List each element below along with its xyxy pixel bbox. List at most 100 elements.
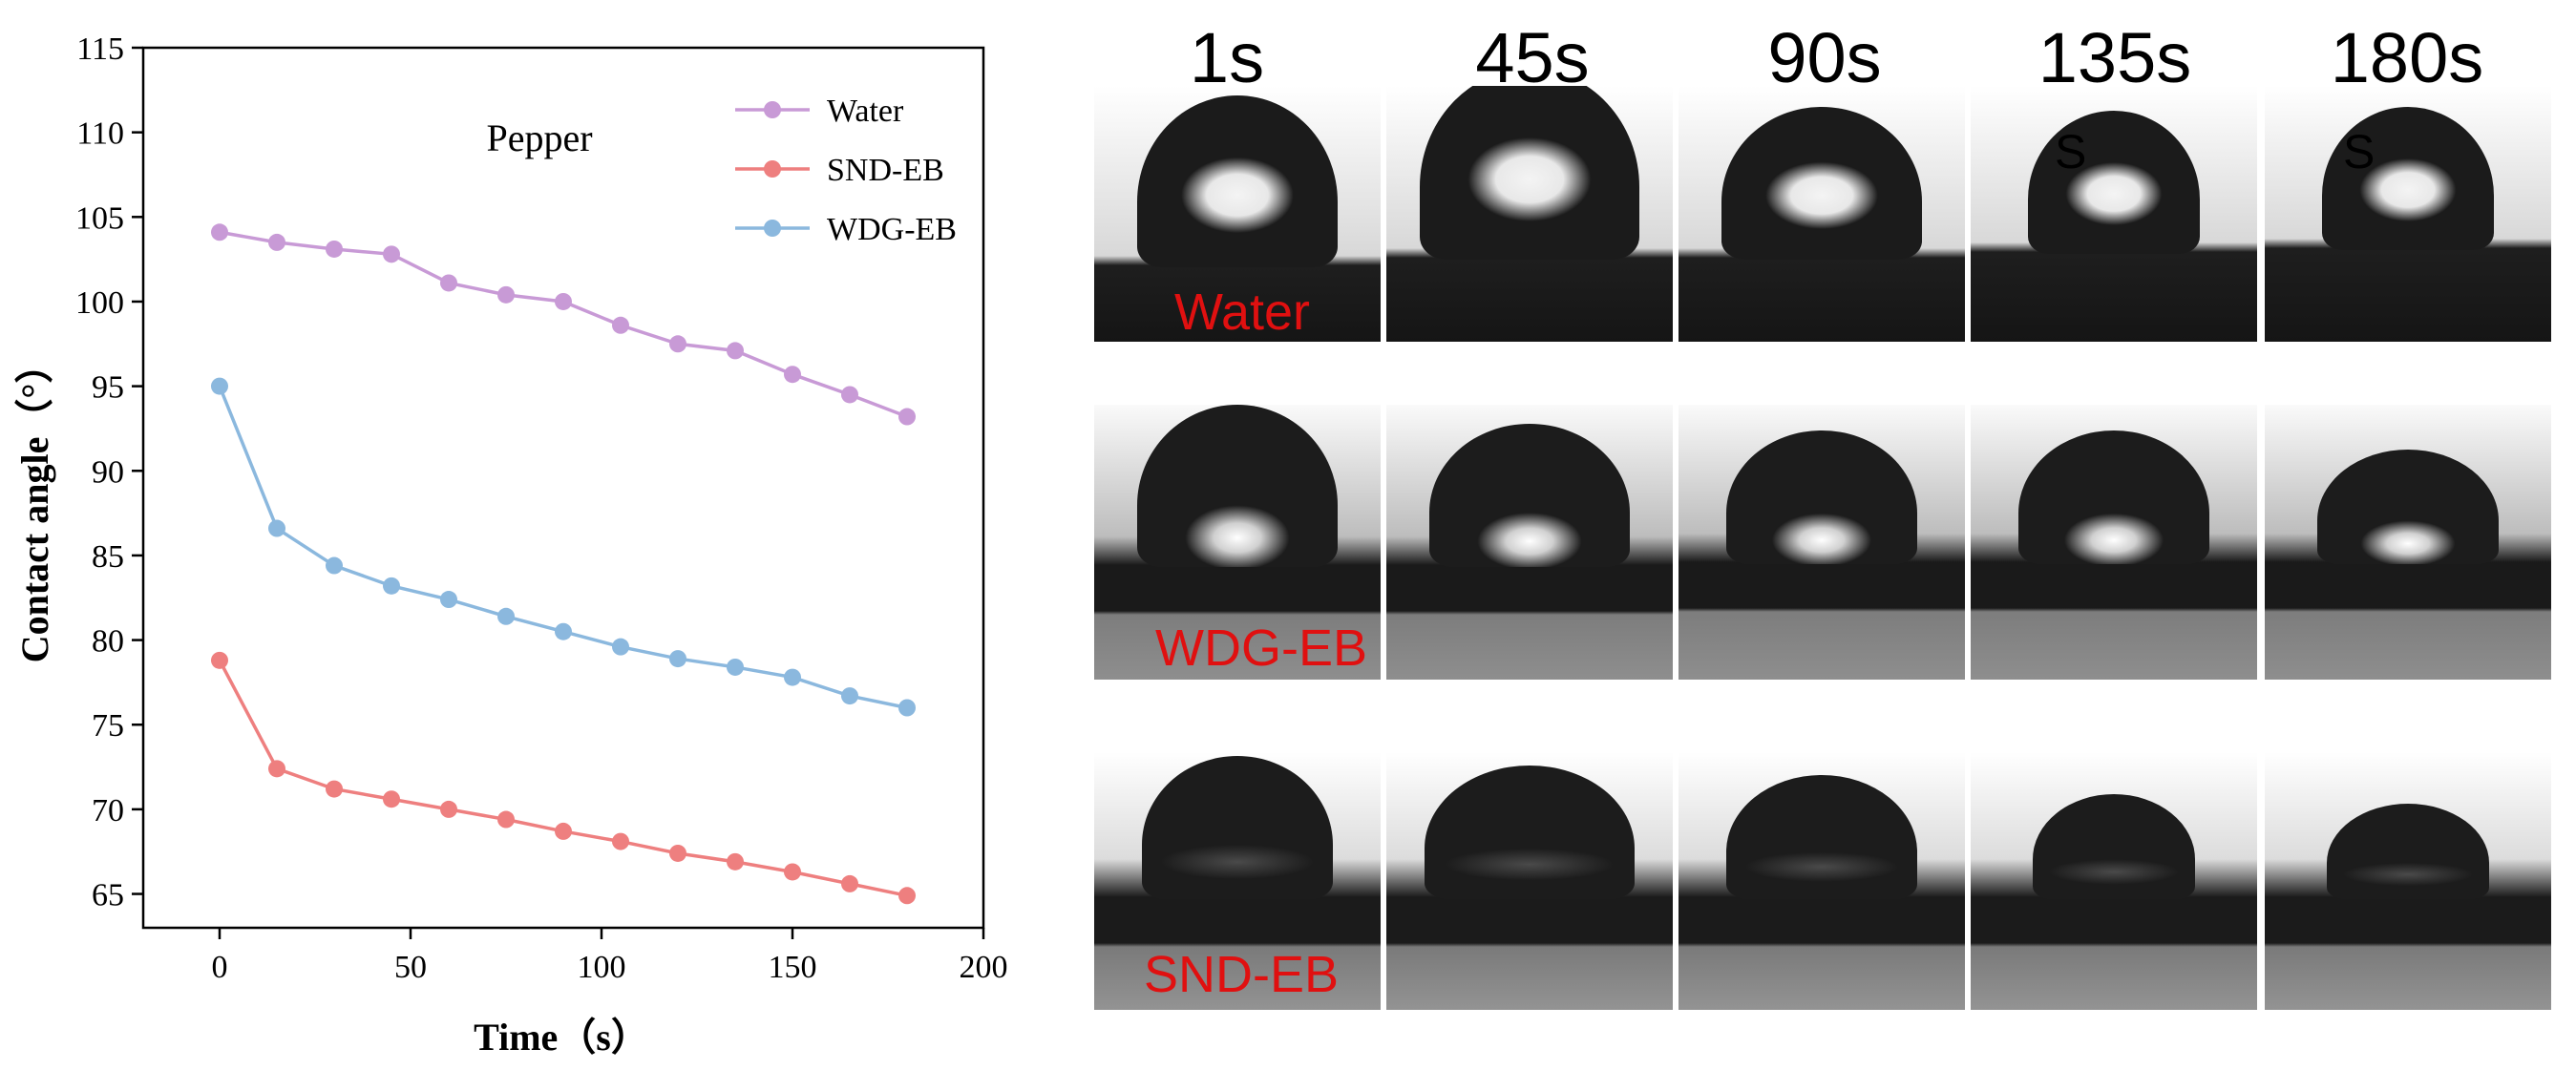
x-tick-label: 200	[960, 950, 1008, 985]
droplet-photo-wdg-eb-1	[1386, 405, 1673, 680]
y-tick-label: 115	[76, 31, 124, 67]
plot-frame	[141, 46, 985, 930]
droplet-photo-water-1	[1386, 86, 1673, 342]
y-axis-label: Contact angle（°）	[13, 346, 56, 663]
data-point-wdg-eb	[326, 556, 343, 575]
x-tick-label: 100	[578, 950, 626, 985]
droplet-photo-water-3	[1971, 86, 2257, 342]
data-point-snd-eb	[784, 863, 801, 881]
data-point-snd-eb	[898, 887, 916, 905]
data-point-snd-eb	[326, 780, 343, 798]
data-point-snd-eb	[555, 822, 572, 840]
legend-label-wdg-eb: WDG-EB	[827, 212, 957, 247]
data-point-water	[268, 233, 285, 251]
droplet-snd-eb	[1726, 775, 1917, 899]
y-tick-label: 105	[75, 200, 124, 236]
stray-mark-180s: S	[2343, 125, 2375, 178]
droplet-water	[2322, 107, 2494, 250]
data-point-snd-eb	[383, 790, 400, 808]
data-point-snd-eb	[440, 800, 457, 818]
data-point-wdg-eb	[555, 622, 572, 640]
y-tick-label: 85	[92, 539, 124, 575]
droplet-photo-grid: 1s 45s 90s 135s 180s Water WDG-EB SND-EB…	[1088, 0, 2576, 1070]
data-point-wdg-eb	[612, 638, 629, 656]
stray-mark-135s: S	[2055, 125, 2087, 178]
data-point-water	[211, 223, 228, 241]
droplet-photo-snd-eb-3	[1971, 752, 2257, 1010]
data-point-wdg-eb	[211, 377, 228, 395]
droplet-water	[1420, 86, 1639, 260]
data-point-wdg-eb	[841, 687, 858, 705]
y-tick-label: 95	[92, 370, 124, 406]
x-tick-label: 0	[212, 950, 228, 985]
droplet-water	[2028, 111, 2200, 254]
droplet-snd-eb	[1142, 756, 1333, 899]
data-point-wdg-eb	[497, 607, 515, 625]
data-point-wdg-eb	[727, 658, 744, 676]
data-point-water	[612, 316, 629, 334]
droplet-photo-wdg-eb-4	[2265, 405, 2551, 680]
droplet-wdg-eb	[2018, 430, 2209, 564]
droplet-photo-wdg-eb-3	[1971, 405, 2257, 680]
data-point-water	[497, 285, 515, 304]
data-point-water	[326, 240, 343, 258]
time-label-45s: 45s	[1475, 18, 1590, 97]
time-label-180s: 180s	[2330, 18, 2484, 97]
droplet-photo-wdg-eb-0	[1094, 405, 1381, 680]
droplet-photo-water-4	[2265, 86, 2551, 342]
chart-annotation: Pepper	[486, 116, 592, 159]
time-label-135s: 135s	[2038, 18, 2192, 97]
droplet-photo-water-0	[1094, 86, 1381, 342]
legend-marker-water	[764, 101, 781, 118]
data-point-water	[669, 335, 686, 353]
droplet-photo-snd-eb-1	[1386, 752, 1673, 1010]
y-tick-label: 80	[92, 624, 124, 660]
data-point-water	[383, 245, 400, 263]
droplet-photo-snd-eb-0	[1094, 752, 1381, 1010]
x-axis-label: Time（s）	[474, 1016, 649, 1059]
y-tick-label: 100	[75, 285, 124, 321]
row-label-wdg-eb: WDG-EB	[1155, 619, 1367, 677]
legend-label-snd-eb: SND-EB	[827, 153, 944, 188]
data-point-water	[555, 292, 572, 310]
time-label-1s: 1s	[1189, 18, 1265, 97]
data-point-water	[898, 408, 916, 426]
legend-marker-snd-eb	[764, 160, 781, 178]
droplet-water	[1721, 107, 1922, 260]
data-point-wdg-eb	[268, 519, 285, 537]
legend-marker-wdg-eb	[764, 220, 781, 237]
data-point-wdg-eb	[383, 577, 400, 595]
droplet-photo-snd-eb-2	[1679, 752, 1965, 1010]
droplet-photo-snd-eb-4	[2265, 752, 2551, 1010]
data-point-snd-eb	[497, 810, 515, 829]
data-point-water	[727, 342, 744, 360]
droplet-photo-wdg-eb-2	[1679, 405, 1965, 680]
droplet-wdg-eb	[1429, 424, 1630, 567]
row-label-snd-eb: SND-EB	[1144, 946, 1340, 1003]
data-point-snd-eb	[268, 760, 285, 778]
series-line-wdg-eb	[218, 385, 908, 710]
legend-label-water: Water	[827, 94, 904, 129]
y-tick-label: 70	[92, 793, 124, 829]
contact-angle-chart: 0 50 100 150 200 65 70 75 80 85 90 95 100 105 110 115 P…	[13, 31, 1008, 1059]
data-point-wdg-eb	[784, 668, 801, 686]
data-point-snd-eb	[612, 832, 629, 850]
series-line-water	[219, 230, 908, 419]
droplet-water	[1137, 95, 1338, 267]
y-tick-label: 110	[76, 116, 124, 152]
droplet-wdg-eb	[1726, 430, 1917, 564]
chart-legend: Water SND-EB WDG-EB	[735, 94, 957, 247]
data-point-water	[440, 274, 457, 292]
droplet-snd-eb	[1425, 766, 1635, 899]
time-label-90s: 90s	[1767, 18, 1882, 97]
data-point-snd-eb	[727, 852, 744, 871]
data-point-snd-eb	[211, 651, 228, 669]
data-point-wdg-eb	[898, 699, 916, 717]
droplet-wdg-eb	[1137, 405, 1338, 567]
data-point-wdg-eb	[440, 591, 457, 609]
data-point-wdg-eb	[669, 650, 686, 668]
data-point-water	[784, 366, 801, 384]
x-tick-label: 50	[394, 950, 427, 985]
y-tick-label: 90	[92, 454, 124, 490]
droplet-wdg-eb	[2317, 450, 2499, 564]
